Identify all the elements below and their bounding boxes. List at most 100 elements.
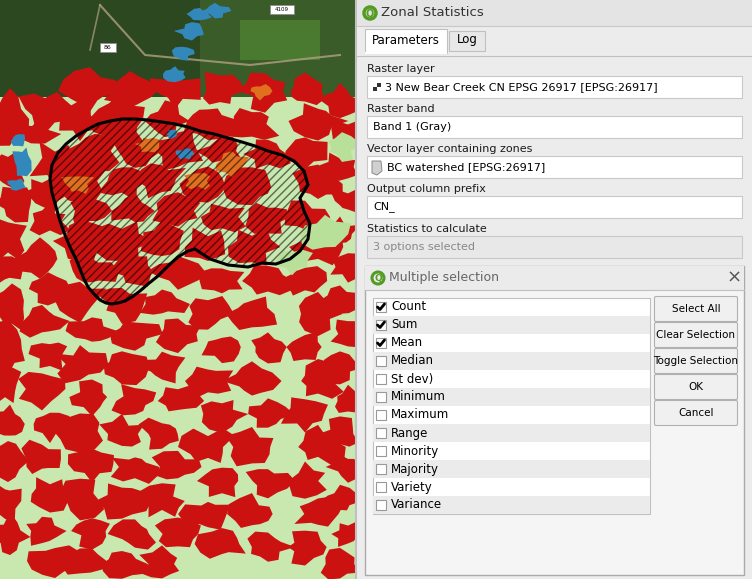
Polygon shape	[17, 120, 61, 144]
Polygon shape	[247, 532, 295, 562]
Polygon shape	[62, 177, 94, 194]
Polygon shape	[156, 318, 201, 353]
Polygon shape	[69, 379, 107, 416]
FancyBboxPatch shape	[654, 401, 738, 426]
Text: 86: 86	[104, 45, 112, 50]
Polygon shape	[65, 134, 120, 171]
FancyBboxPatch shape	[654, 375, 738, 400]
Polygon shape	[246, 469, 296, 499]
Polygon shape	[65, 317, 117, 342]
Bar	[376, 392, 386, 402]
Polygon shape	[53, 220, 108, 262]
Bar	[367, 116, 742, 138]
Text: Toggle Selection: Toggle Selection	[653, 356, 738, 366]
Text: Raster layer: Raster layer	[367, 64, 435, 74]
Bar	[367, 196, 742, 218]
Polygon shape	[0, 187, 32, 222]
Text: Zonal Statistics: Zonal Statistics	[381, 6, 484, 20]
Bar	[373, 460, 650, 478]
Polygon shape	[281, 397, 328, 433]
Polygon shape	[53, 157, 107, 204]
Polygon shape	[299, 292, 342, 336]
Bar	[373, 83, 377, 87]
Bar	[240, 20, 320, 60]
Polygon shape	[135, 483, 185, 518]
Polygon shape	[293, 164, 343, 199]
Bar	[357, 26, 752, 56]
Polygon shape	[112, 130, 161, 168]
Polygon shape	[108, 519, 156, 549]
Polygon shape	[55, 345, 108, 383]
Polygon shape	[202, 3, 232, 19]
Polygon shape	[284, 200, 330, 229]
Polygon shape	[71, 197, 112, 230]
Text: Parameters: Parameters	[372, 34, 440, 46]
Text: OK: OK	[689, 382, 704, 392]
Polygon shape	[96, 288, 147, 324]
Bar	[365, 266, 744, 575]
Polygon shape	[227, 493, 273, 528]
Polygon shape	[201, 204, 246, 232]
Text: St dev): St dev)	[391, 372, 433, 386]
Bar	[376, 482, 386, 492]
Polygon shape	[0, 219, 27, 262]
Bar	[376, 446, 386, 456]
Bar	[376, 338, 386, 348]
Text: Variance: Variance	[391, 499, 442, 511]
Polygon shape	[0, 441, 29, 482]
Polygon shape	[174, 22, 204, 41]
Polygon shape	[165, 130, 177, 139]
Polygon shape	[21, 439, 61, 474]
Polygon shape	[238, 73, 287, 113]
Polygon shape	[54, 282, 107, 323]
Bar	[376, 500, 386, 510]
Polygon shape	[289, 103, 348, 141]
Polygon shape	[199, 268, 244, 294]
Bar	[376, 302, 386, 312]
Polygon shape	[331, 320, 365, 347]
Polygon shape	[195, 135, 241, 167]
Text: Minority: Minority	[391, 445, 439, 457]
Text: CN_: CN_	[373, 201, 395, 212]
Polygon shape	[96, 483, 151, 519]
Polygon shape	[0, 405, 25, 435]
Polygon shape	[12, 148, 32, 176]
Polygon shape	[0, 512, 30, 555]
Bar	[373, 388, 650, 406]
Polygon shape	[19, 92, 75, 134]
Polygon shape	[180, 167, 225, 203]
Polygon shape	[277, 266, 327, 296]
Polygon shape	[318, 416, 359, 451]
Polygon shape	[172, 47, 195, 61]
Bar	[377, 83, 381, 87]
Text: Vector layer containing zones: Vector layer containing zones	[367, 144, 532, 154]
Polygon shape	[315, 153, 358, 181]
Polygon shape	[323, 351, 365, 384]
Polygon shape	[319, 285, 362, 317]
Polygon shape	[328, 132, 360, 162]
Bar	[373, 87, 377, 91]
Polygon shape	[284, 137, 328, 169]
Bar	[373, 424, 650, 442]
Polygon shape	[197, 468, 238, 497]
Polygon shape	[144, 100, 190, 137]
Polygon shape	[275, 250, 313, 276]
Text: Median: Median	[391, 354, 434, 368]
Polygon shape	[89, 93, 145, 141]
Polygon shape	[135, 163, 186, 198]
Polygon shape	[68, 449, 114, 482]
Polygon shape	[0, 320, 25, 375]
Polygon shape	[0, 152, 24, 189]
Polygon shape	[109, 255, 153, 287]
Polygon shape	[332, 521, 368, 547]
Polygon shape	[0, 484, 22, 523]
Polygon shape	[111, 384, 156, 415]
Polygon shape	[27, 545, 82, 578]
Polygon shape	[178, 428, 235, 463]
Polygon shape	[331, 120, 369, 144]
Polygon shape	[0, 256, 23, 284]
Text: Variety: Variety	[391, 481, 432, 493]
Bar	[376, 410, 386, 420]
Polygon shape	[242, 265, 293, 295]
Bar	[376, 428, 386, 438]
